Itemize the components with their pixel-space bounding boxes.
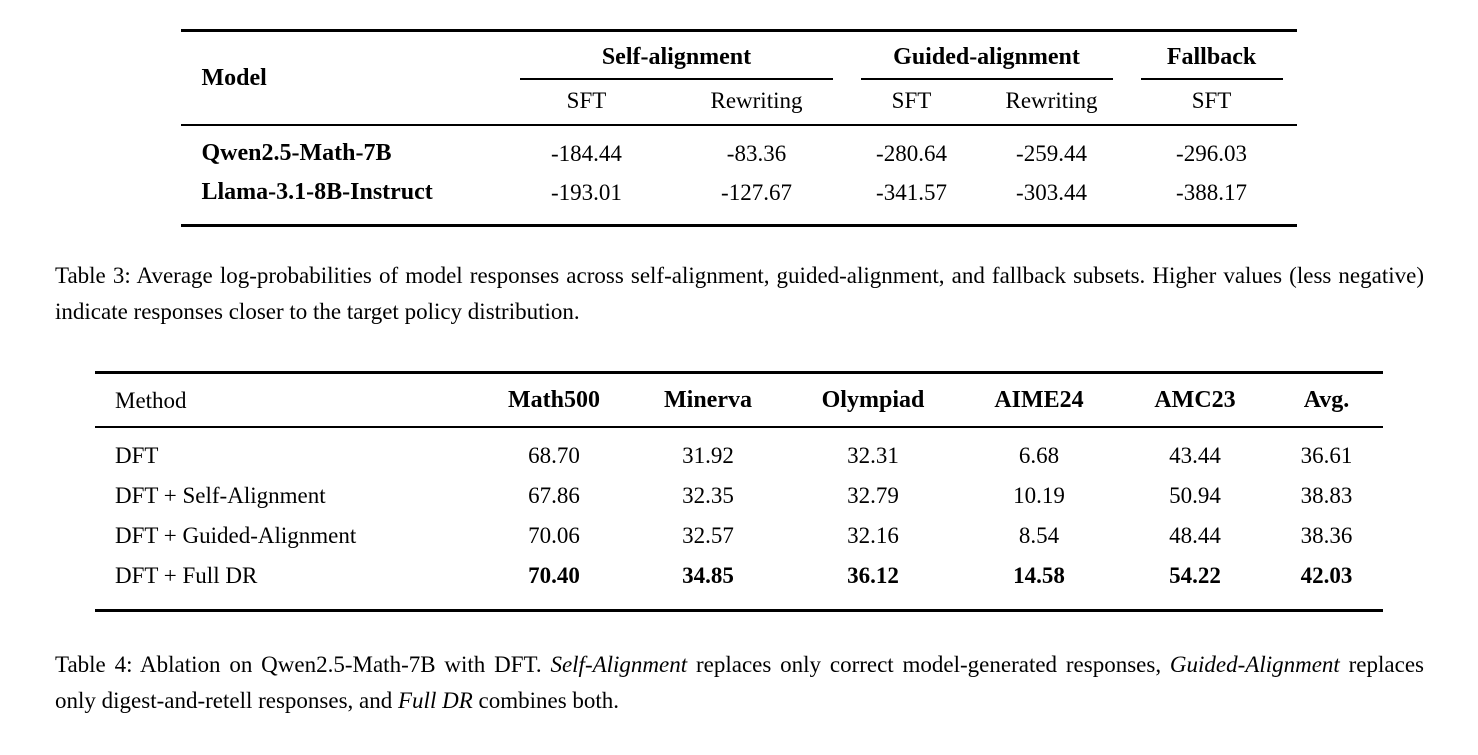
table4-cell: 6.68 (1018, 443, 1060, 468)
table4-method-column-header: Method (115, 387, 187, 413)
table4-cell: 50.94 (1169, 483, 1221, 508)
table-row: DFT + Guided-Alignment 70.06 32.57 32.16… (95, 516, 1383, 556)
table4-column-header-olympiad: Olympiad (821, 387, 925, 413)
table3-cell: -83.36 (726, 141, 787, 166)
table4-caption-part: replaces only correct model-generated re… (687, 652, 1170, 677)
table4-column-header-amc23: AMC23 (1154, 387, 1236, 413)
table4-caption: Table 4: Ablation on Qwen2.5-Math-7B wit… (55, 647, 1424, 719)
table3-cell: -341.57 (876, 180, 947, 205)
table4-caption-part-italic: Guided-Alignment (1169, 652, 1340, 677)
table3-cell: -259.44 (1016, 141, 1087, 166)
table3-caption: Table 3: Average log-probabilities of mo… (55, 263, 1424, 324)
table4-column-header-minerva: Minerva (664, 387, 752, 413)
table4-cell: 36.12 (847, 563, 899, 588)
table3-group-fallback: Fallback (1127, 31, 1297, 80)
table-row: DFT + Full DR 70.40 34.85 36.12 14.58 54… (95, 556, 1383, 611)
table4-cell: 43.44 (1169, 443, 1221, 468)
table3-group-guided-alignment-label: Guided-alignment (860, 44, 1113, 80)
table3-group-self-alignment: Self-alignment (506, 31, 846, 80)
table3-cell: -303.44 (1016, 180, 1087, 205)
table4-cell: 32.57 (682, 523, 734, 548)
table3-model-column-header: Model (201, 64, 267, 91)
table3-subheader-sft-2: SFT (891, 88, 932, 113)
table3-subheader-rewriting-2: Rewriting (1005, 88, 1098, 113)
table3-model-name: Llama-3.1-8B-Instruct (201, 179, 433, 205)
table4-caption-part-italic: Full DR (398, 688, 473, 713)
table4-caption-part-italic: Self-Alignment (550, 652, 688, 677)
table4-cell: 32.35 (682, 483, 734, 508)
table4-cell: 34.85 (682, 563, 734, 588)
table4-cell: 38.83 (1300, 483, 1353, 508)
table4-cell: 36.61 (1300, 443, 1353, 468)
table4-method-name: DFT + Full DR (115, 563, 258, 588)
table3-cell: -184.44 (551, 141, 622, 166)
table3-cell: -127.67 (721, 180, 792, 205)
table4-cell: 8.54 (1018, 523, 1060, 548)
table3-header: Model Self-alignment Guided-alignment Fa… (181, 31, 1297, 125)
table4-cell: 32.79 (847, 483, 899, 508)
table-row: Qwen2.5-Math-7B -184.44 -83.36 -280.64 -… (181, 125, 1296, 173)
table4-cell: 68.70 (528, 443, 580, 468)
table4-column-header-aime24: AIME24 (994, 387, 1084, 413)
table3-subheader-sft-3: SFT (1191, 88, 1232, 113)
table4-cell: 67.86 (528, 483, 580, 508)
table3-subheader-sft-1: SFT (566, 88, 607, 113)
table4-caption-part: Table 4: Ablation on Qwen2.5-Math-7B wit… (55, 652, 551, 677)
table4-cell: 10.19 (1013, 483, 1065, 508)
table3-subheader-rewriting-1: Rewriting (710, 88, 803, 113)
table3-model-name: Qwen2.5-Math-7B (201, 140, 392, 166)
table4-cell: 32.16 (847, 523, 899, 548)
table4-cell: 70.40 (528, 563, 580, 588)
table4-cell: 32.31 (847, 443, 899, 468)
table-row: DFT + Self-Alignment 67.86 32.35 32.79 1… (95, 476, 1383, 516)
table4-method-name: DFT + Guided-Alignment (115, 523, 357, 548)
table4-cell: 42.03 (1300, 563, 1353, 588)
table3-cell: -388.17 (1176, 180, 1247, 205)
table3-group-fallback-label: Fallback (1140, 44, 1283, 80)
table4-cell: 70.06 (528, 523, 580, 548)
table4-caption-part: combines both. (472, 688, 620, 713)
table4-caption-part: replaces only digest-and-retell response… (55, 652, 1424, 713)
table3-cell: -193.01 (551, 180, 622, 205)
table3-cell: -296.03 (1176, 141, 1247, 166)
table4-ablation: Method Math500 Minerva Olympiad AIME24 A… (95, 371, 1383, 612)
table3-cell: -280.64 (876, 141, 947, 166)
table4-cell: 14.58 (1013, 563, 1065, 588)
table3-log-probabilities: Model Self-alignment Guided-alignment Fa… (181, 29, 1297, 227)
table4-cell: 48.44 (1169, 523, 1221, 548)
table4-cell: 54.22 (1169, 563, 1221, 588)
table3-group-guided-alignment: Guided-alignment (847, 31, 1127, 80)
table-row: Llama-3.1-8B-Instruct -193.01 -127.67 -3… (181, 173, 1296, 226)
table4-method-name: DFT + Self-Alignment (115, 483, 326, 508)
table4-column-header-math500: Math500 (508, 387, 600, 413)
table4-cell: 31.92 (682, 443, 734, 468)
table4-header: Method Math500 Minerva Olympiad AIME24 A… (95, 373, 1383, 427)
table3-group-self-alignment-label: Self-alignment (520, 44, 833, 80)
table-row: DFT 68.70 31.92 32.31 6.68 43.44 36.61 (95, 427, 1383, 476)
table4-method-name: DFT (115, 443, 159, 468)
table4-cell: 38.36 (1300, 523, 1353, 548)
table4-column-header-avg: Avg. (1303, 387, 1350, 413)
